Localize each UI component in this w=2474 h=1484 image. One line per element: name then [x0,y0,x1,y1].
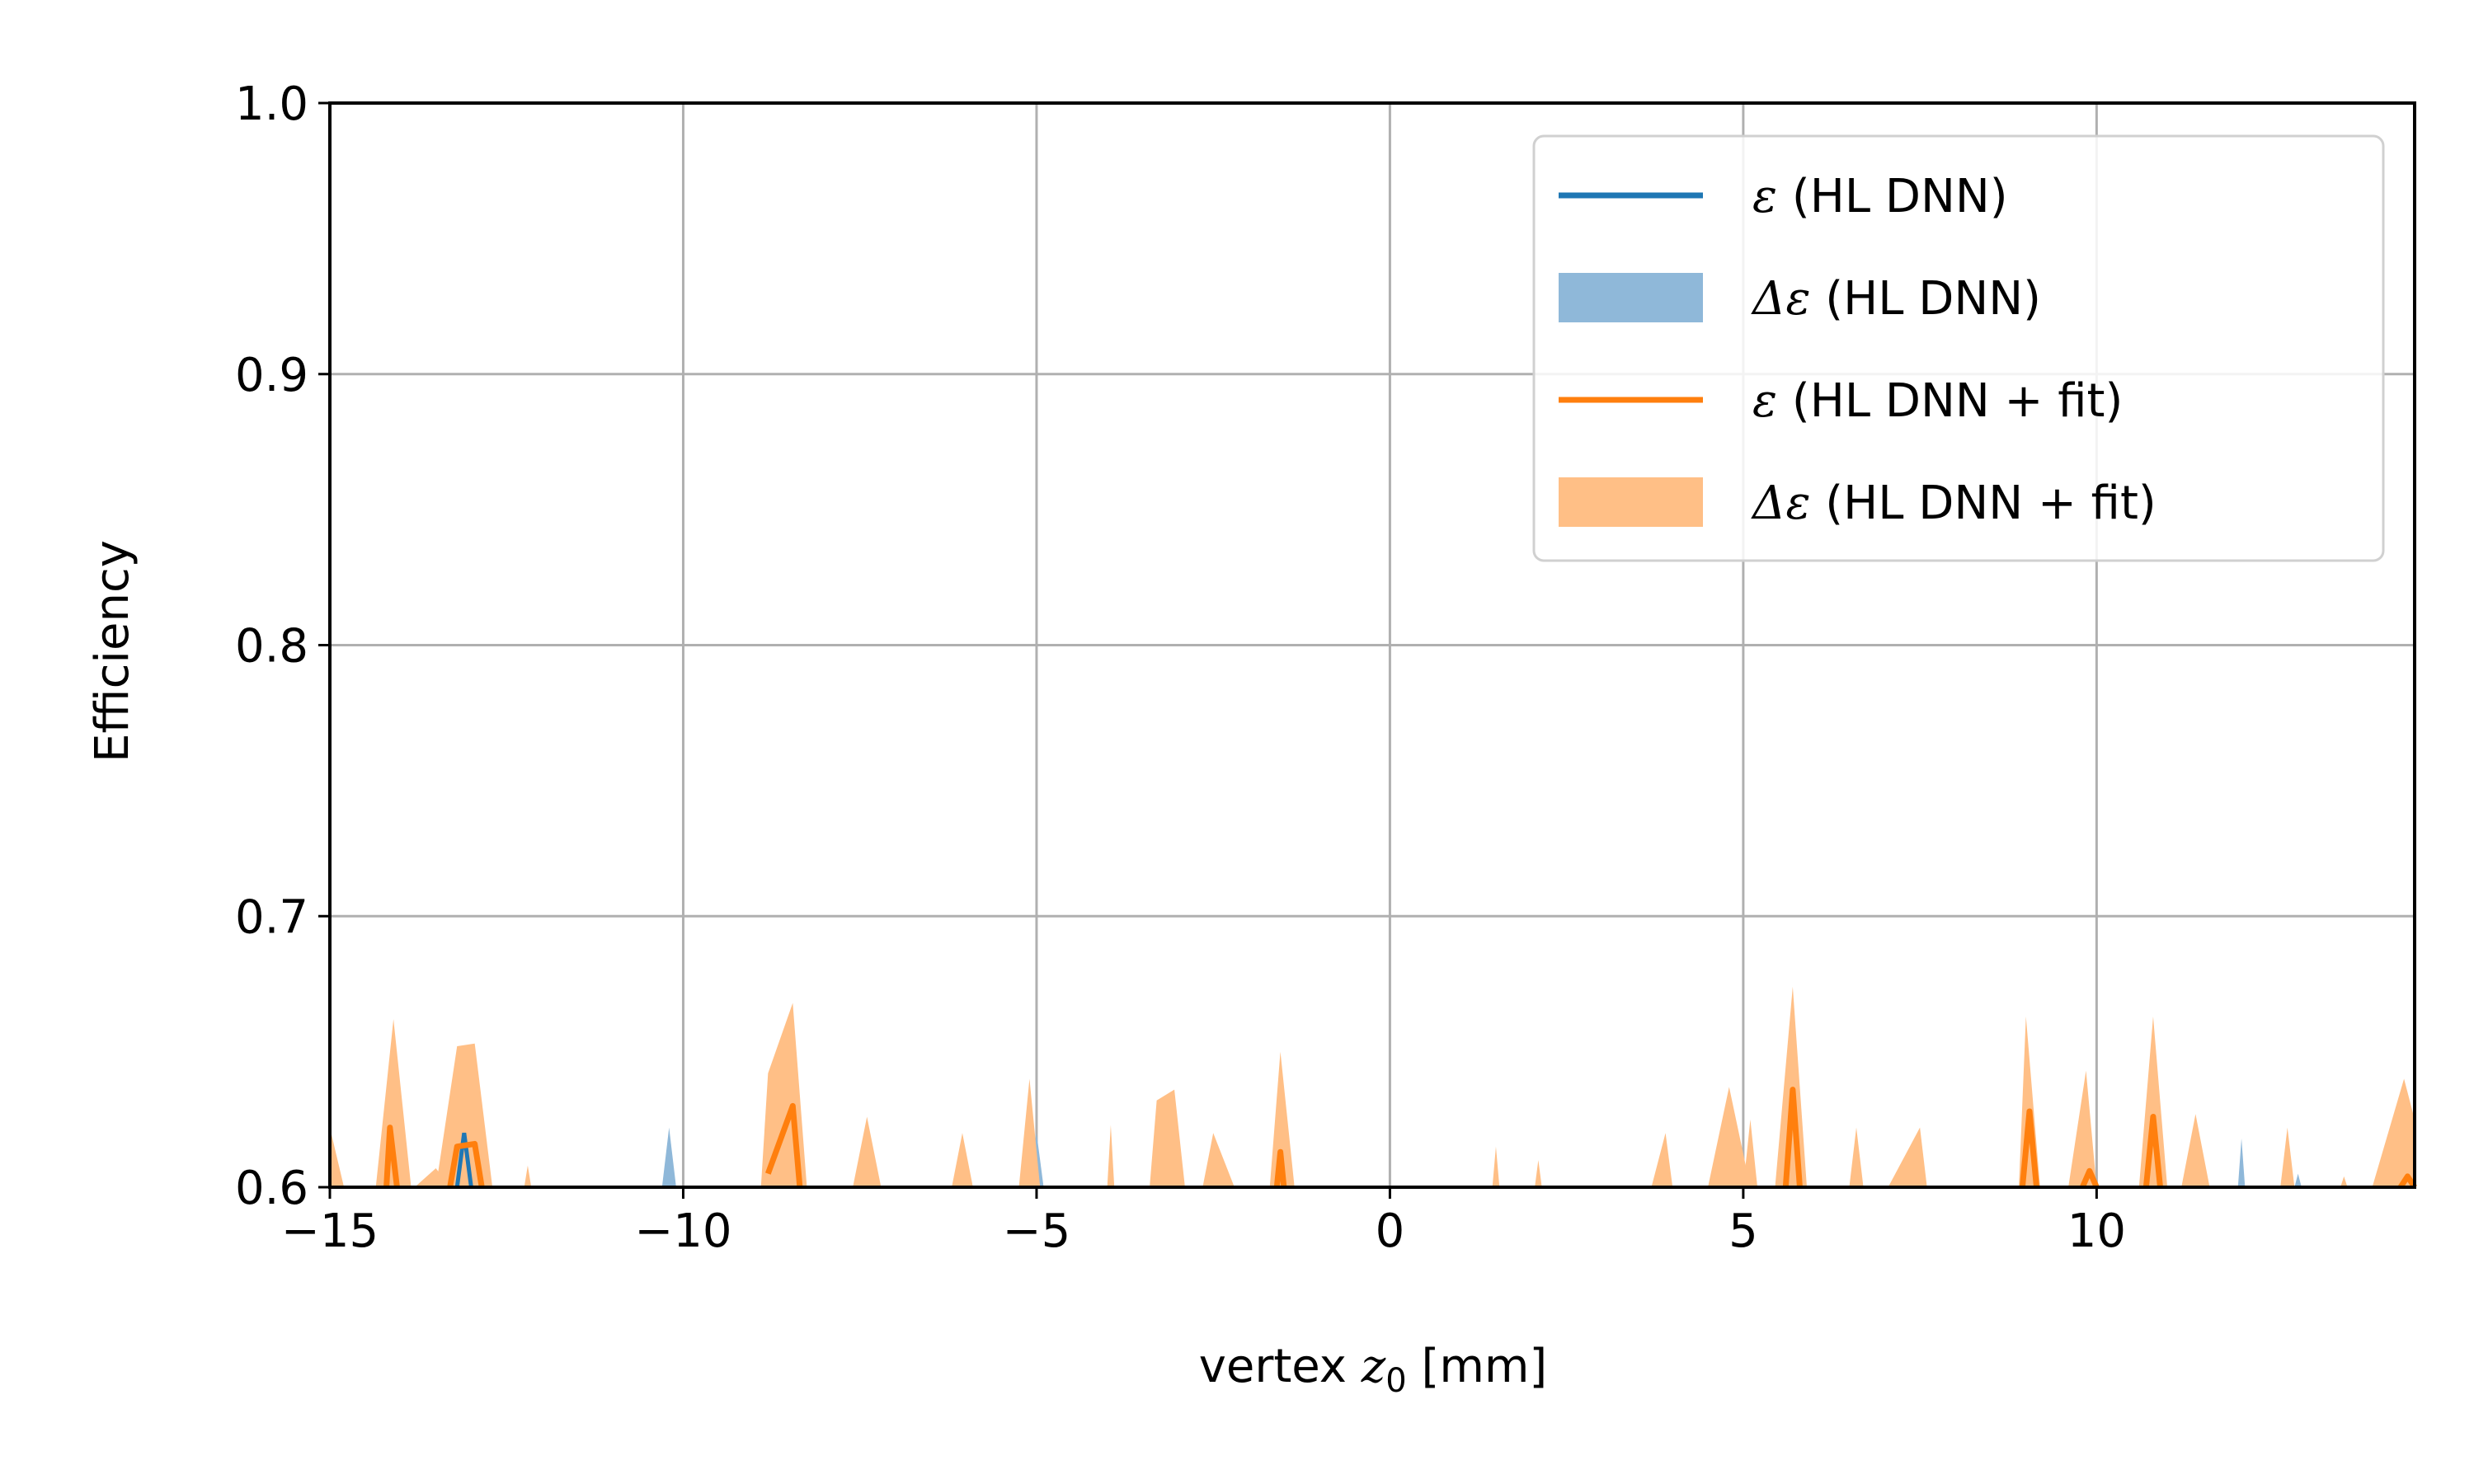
fit-band-region [2068,1070,2097,1187]
x-axis-label-prefix: vertex [1199,1340,1362,1393]
band-layer [330,986,2415,1187]
fit-band-region [375,1019,412,1187]
fit-band-region [1018,1078,1041,1187]
fit-line-segment [447,1140,485,1188]
y-tick-label: 0.6 [235,1162,308,1215]
fit-band-region [1708,1087,1751,1187]
y-axis-label: Efficiency [86,540,139,763]
legend-symbol: Δε [1751,272,1811,326]
x-tick-label: 0 [1376,1205,1405,1258]
hl-band-spike [2294,1173,2302,1187]
y-tick-label: 0.8 [235,620,308,674]
legend-symbol: ε [1752,170,1777,223]
fit-band-region [1202,1133,1235,1187]
fit-band-region [1492,1146,1500,1187]
legend-box [1532,134,2385,562]
fit-band-region [1269,1051,1295,1187]
fit-line-segment [765,1102,803,1188]
x-axis-label-var: z [1361,1340,1386,1393]
fit-line-segment [2080,1167,2100,1189]
fit-band-region [524,1165,532,1187]
y-tick-label: 0.9 [235,349,308,402]
x-axis-label-sub: 0 [1385,1362,1406,1400]
fit-band-region [1535,1160,1542,1187]
legend-text: (HL DNN + fit) [1777,374,2123,428]
fit-line-segment [383,1125,400,1188]
hl-line [454,1132,473,1188]
x-tick-label: −10 [634,1205,731,1258]
fit-band-region [1651,1133,1673,1187]
fit-line-segment [2019,1108,2040,1188]
legend-text: (HL DNN) [1811,272,2042,326]
fit-band-region [1888,1127,1927,1187]
legend: ε (HL DNN)Δε (HL DNN)ε (HL DNN + fit)Δε … [1532,134,2385,562]
fit-band-region [2372,1078,2415,1187]
y-tick-label: 1.0 [235,77,308,131]
line-layer [383,1087,2417,1189]
fit-line-segment [2397,1173,2417,1189]
legend-text: (HL DNN) [1777,170,2008,223]
fit-band-region [952,1133,973,1187]
fit-line-segment [2142,1114,2163,1188]
fit-line-segment [1273,1148,1287,1188]
legend-symbol: Δε [1751,477,1811,530]
hl-band-spike [2237,1138,2246,1187]
fit-line-segment [1782,1087,1803,1188]
fit-band-region [2280,1127,2295,1187]
fit-band-region [1849,1127,1864,1187]
legend-band-swatch [1559,477,1703,527]
legend-symbol: ε [1752,374,1777,428]
fit-band-region [1743,1119,1758,1187]
fit-band-region [330,1127,345,1187]
fit-band-region [1150,1089,1185,1187]
axis-ticks: −15 −10 −5 0 5 10 0.6 0.7 0.8 0.9 1.0 [235,77,2126,1258]
fit-band-region [853,1116,882,1187]
fit-band-region [2181,1114,2210,1187]
fit-band-region [1107,1125,1115,1187]
hl-band-spike [661,1127,676,1187]
fit-band-region [2340,1176,2348,1187]
legend-text: (HL DNN + fit) [1811,477,2157,530]
x-axis-label-suffix: [mm] [1407,1340,1548,1393]
legend-entry-label: Δε (HL DNN) [1751,272,2041,326]
legend-band-swatch [1559,273,1703,322]
y-tick-label: 0.7 [235,890,308,944]
legend-entry-label: Δε (HL DNN + fit) [1751,477,2157,530]
legend-entry-label: ε (HL DNN + fit) [1752,374,2123,428]
x-tick-label: −5 [1003,1205,1071,1258]
fit-band-region [2138,1016,2168,1187]
legend-entry-label: ε (HL DNN) [1752,170,2008,223]
x-tick-label: 10 [2067,1205,2126,1258]
x-axis-label: vertex z0 [mm] [1199,1340,1548,1400]
x-tick-label: 5 [1729,1205,1758,1258]
x-tick-label: −15 [281,1205,379,1258]
